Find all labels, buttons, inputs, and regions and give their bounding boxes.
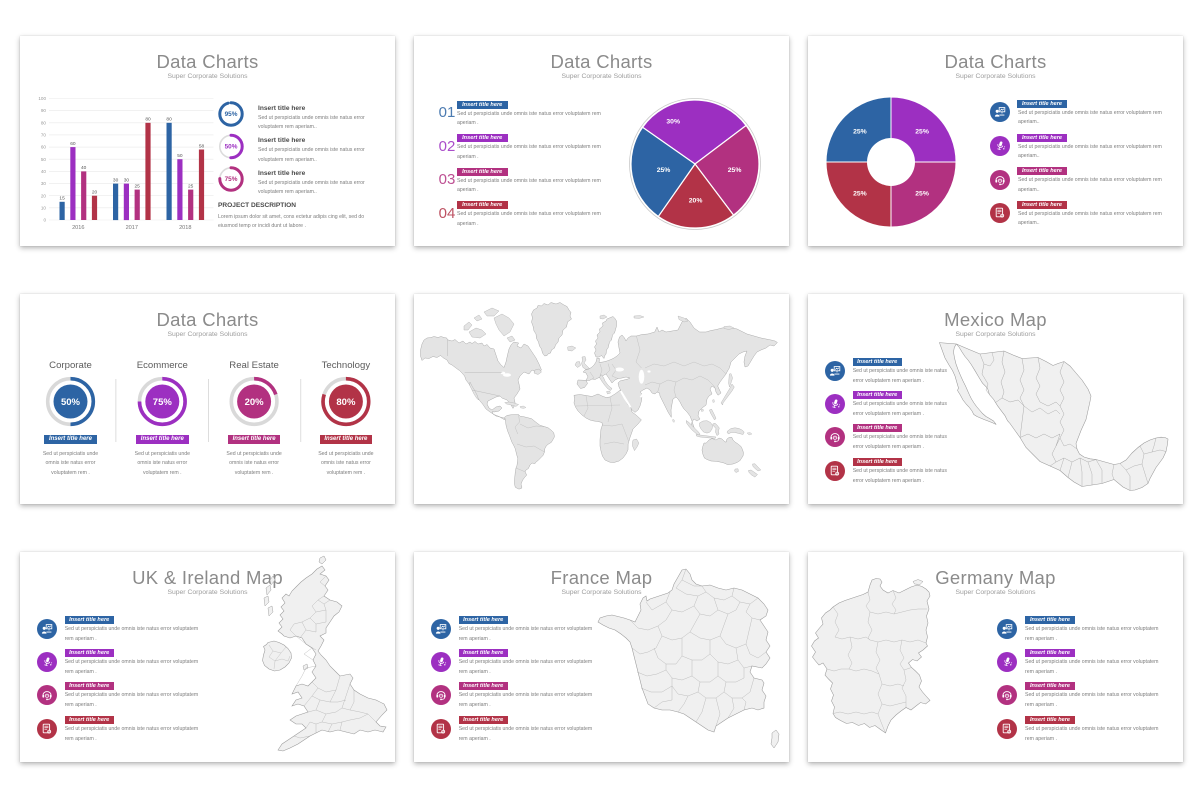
svg-text:95%: 95%: [225, 111, 238, 118]
svg-text:70: 70: [41, 133, 47, 138]
svg-text:30: 30: [113, 177, 119, 183]
svg-text:50%: 50%: [61, 397, 81, 408]
svg-text:75%: 75%: [225, 176, 238, 183]
svg-text:90: 90: [41, 108, 47, 113]
svg-text:50: 50: [41, 157, 47, 162]
svg-text:80: 80: [145, 117, 151, 123]
svg-text:25%: 25%: [853, 191, 867, 198]
svg-text:30: 30: [41, 181, 47, 186]
svg-text:25%: 25%: [853, 128, 867, 135]
svg-text:%: %: [1001, 214, 1004, 218]
svg-text:%: %: [1008, 729, 1011, 733]
svg-text:2017: 2017: [126, 225, 138, 231]
svg-text:20%: 20%: [245, 397, 265, 408]
svg-text:80: 80: [166, 117, 172, 123]
svg-text:%: %: [442, 729, 445, 733]
svg-text:25%: 25%: [915, 128, 929, 135]
svg-text:25%: 25%: [657, 167, 671, 174]
svg-text:10: 10: [41, 205, 47, 210]
svg-text:25: 25: [135, 183, 141, 189]
svg-text:%: %: [836, 471, 839, 475]
svg-text:%: %: [48, 729, 51, 733]
svg-text:80%: 80%: [336, 397, 356, 408]
svg-text:30: 30: [124, 177, 130, 183]
svg-text:50: 50: [177, 153, 183, 159]
svg-text:60: 60: [41, 145, 47, 150]
svg-text:60: 60: [70, 141, 76, 147]
svg-text:100: 100: [38, 96, 46, 101]
svg-text:58: 58: [199, 143, 205, 149]
svg-text:25%: 25%: [728, 167, 742, 174]
svg-text:25: 25: [188, 183, 194, 189]
svg-text:40: 40: [41, 169, 47, 174]
svg-text:2018: 2018: [179, 225, 191, 231]
svg-text:30%: 30%: [666, 119, 680, 126]
svg-text:75%: 75%: [153, 397, 173, 408]
svg-text:20%: 20%: [689, 197, 703, 204]
svg-text:20: 20: [41, 193, 47, 198]
svg-text:0: 0: [43, 218, 46, 223]
svg-text:25%: 25%: [915, 191, 929, 198]
svg-text:20: 20: [92, 190, 98, 196]
svg-text:50%: 50%: [225, 144, 238, 151]
svg-text:40: 40: [81, 165, 87, 171]
svg-text:80: 80: [41, 120, 47, 125]
svg-text:2016: 2016: [72, 225, 84, 231]
svg-text:15: 15: [59, 196, 65, 202]
